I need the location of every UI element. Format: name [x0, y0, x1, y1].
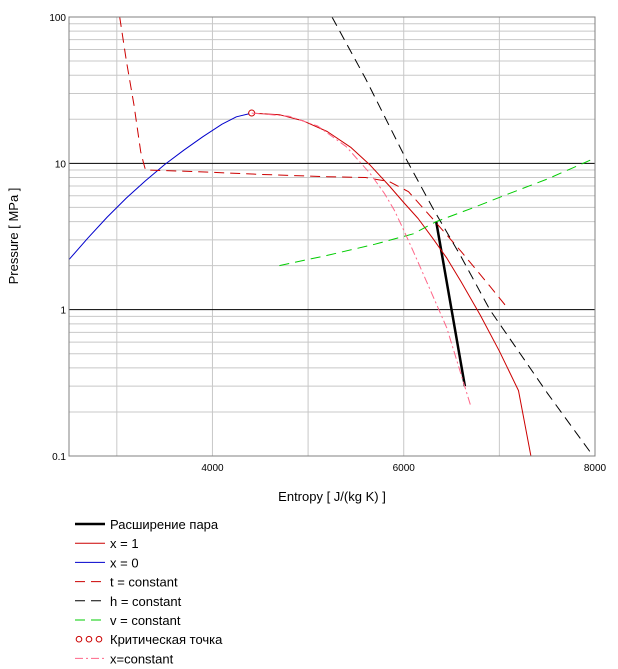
legend-label: x=constant: [110, 651, 174, 666]
grid-layer: [69, 17, 595, 456]
tick-layer: 4000 6000 8000 0.1 1 10 100: [49, 13, 606, 474]
legend-label: Критическая точка: [110, 632, 223, 647]
x-tick-label: 4000: [201, 463, 224, 474]
legend: Расширение пара x = 1 x = 0 t = constant h =…: [75, 517, 223, 666]
legend-marker: [95, 635, 103, 643]
y-axis-title: Pressure [ MPa ]: [6, 188, 21, 285]
series-2-line: [69, 112, 252, 260]
legend-label: v = constant: [110, 613, 181, 628]
legend-marker: [75, 635, 83, 643]
legend-label: h = constant: [110, 594, 182, 609]
legend-marker: [85, 635, 93, 643]
y-tick-label: 10: [55, 159, 67, 170]
series-0-line: [434, 221, 467, 387]
legend-label: Расширение пара: [110, 517, 219, 532]
legend-label: x = 0: [110, 555, 139, 570]
series-1-line: [251, 112, 532, 456]
series-5-line: [279, 159, 591, 267]
y-tick-label: 0.1: [52, 452, 66, 463]
y-tick-label: 1: [60, 306, 66, 317]
series-4-line: [331, 17, 594, 456]
y-tick-label: 100: [49, 13, 66, 24]
x-tick-label: 8000: [584, 463, 607, 474]
series-layer: [69, 17, 594, 456]
series-3-line: [119, 17, 510, 311]
plot-frame: [68, 16, 596, 457]
legend-label: t = constant: [110, 575, 178, 590]
x-tick-label: 6000: [393, 463, 416, 474]
legend-label: x = 1: [110, 536, 139, 551]
x-axis-title: Entropy [ J/(kg K) ]: [278, 489, 386, 504]
